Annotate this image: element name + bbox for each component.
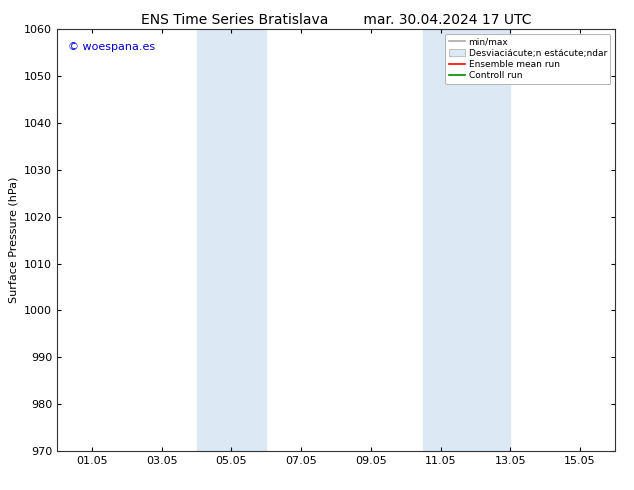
Title: ENS Time Series Bratislava        mar. 30.04.2024 17 UTC: ENS Time Series Bratislava mar. 30.04.20… bbox=[141, 13, 531, 27]
Text: © woespana.es: © woespana.es bbox=[68, 42, 155, 52]
Bar bbox=[424, 29, 476, 451]
Bar bbox=[476, 29, 510, 451]
Legend: min/max, Desviaciácute;n estácute;ndar, Ensemble mean run, Controll run: min/max, Desviaciácute;n estácute;ndar, … bbox=[445, 34, 611, 84]
Y-axis label: Surface Pressure (hPa): Surface Pressure (hPa) bbox=[8, 177, 18, 303]
Bar bbox=[197, 29, 266, 451]
